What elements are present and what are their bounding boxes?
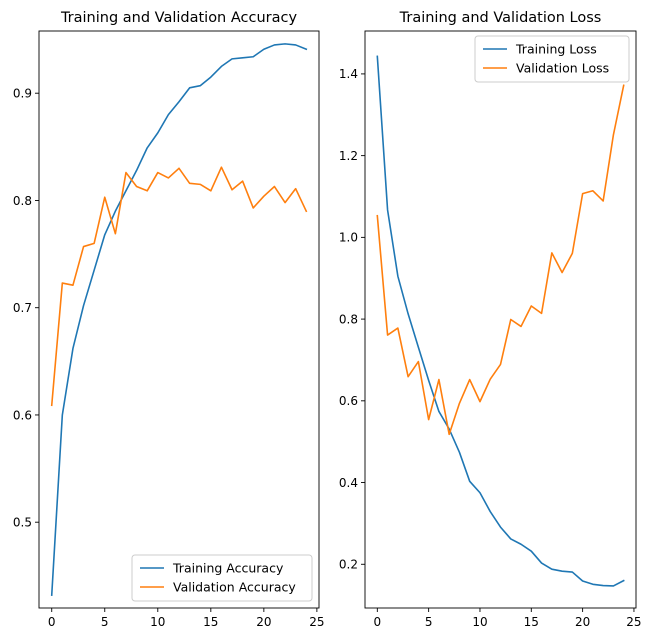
accuracy-chart: Training and Validation Accuracy 0 5 10 15 20… [13,10,325,629]
loss-legend: Training Loss Validation Loss [474,35,630,83]
accuracy-x-tick-label: 0 [48,615,56,629]
accuracy-legend: Training Accuracy Validation Accuracy [131,554,313,602]
loss-x-tick-label: 20 [575,615,590,629]
accuracy-axes-frame [38,30,320,609]
loss-y-tick-label: 1.0 [339,231,358,245]
accuracy-x-tick-label: 10 [150,615,165,629]
loss-x-tick-label: 0 [373,615,381,629]
accuracy-x-tick-label: 5 [101,615,109,629]
loss-chart: Training and Validation Loss 0 5 10 15 20 25 0.… [339,10,642,629]
accuracy-chart-title: Training and Validation Accuracy [60,10,298,26]
loss-y-tick-label: 0.8 [339,312,358,326]
accuracy-y-tick-label: 0.6 [13,408,32,422]
loss-y-tick-label: 1.4 [339,67,358,81]
loss-y-tick-label: 0.4 [339,476,358,490]
accuracy-legend-label: Training Accuracy [172,561,284,576]
loss-legend-box [474,35,630,83]
accuracy-x-tick-label: 15 [203,615,218,629]
loss-y-tick-label: 0.6 [339,394,358,408]
accuracy-y-tick-label: 0.8 [13,194,32,208]
accuracy-legend-box [131,554,313,602]
accuracy-x-tick-label: 25 [309,615,324,629]
accuracy-series-line-validation-accuracy [50,166,308,407]
loss-axes-frame [364,30,637,609]
accuracy-y-tick-label: 0.9 [13,87,32,101]
loss-y-tick-label: 1.2 [339,149,358,163]
accuracy-legend-label: Validation Accuracy [173,580,296,595]
loss-chart-title: Training and Validation Loss [399,10,602,26]
loss-x-tick-label: 5 [425,615,433,629]
loss-series-line-validation-loss [376,84,625,436]
accuracy-series-line-training-accuracy [50,43,308,596]
accuracy-y-tick-label: 0.7 [13,301,32,315]
loss-legend-label: Training Loss [515,42,597,57]
loss-y-tick-label: 0.2 [339,558,358,572]
accuracy-x-tick-label: 20 [256,615,271,629]
loss-x-tick-label: 10 [472,615,487,629]
loss-x-tick-label: 15 [524,615,539,629]
loss-legend-label: Validation Loss [516,61,609,76]
loss-series-line-training-loss [376,55,625,587]
loss-x-tick-label: 25 [626,615,641,629]
accuracy-y-tick-label: 0.5 [13,516,32,530]
